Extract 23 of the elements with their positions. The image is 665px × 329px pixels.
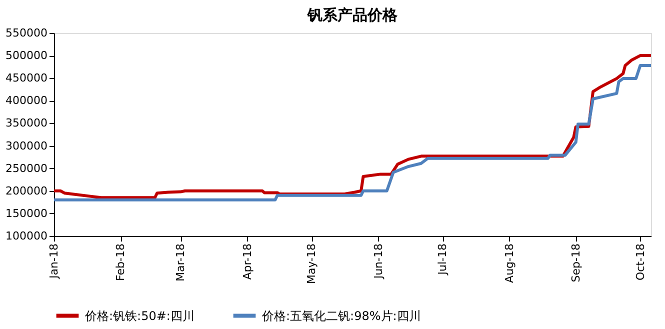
y-tick-label: 350000 [6,116,48,130]
y-tick-label: 100000 [6,230,48,242]
y-tick-label: 200000 [6,184,48,198]
y-tick-label: 450000 [6,72,48,85]
y-tick-label: 300000 [6,139,48,152]
x-tick-label: Feb-18 [114,244,128,281]
y-tick-label: 250000 [6,162,48,175]
x-tick-label: Jul-18 [436,244,450,276]
chart-title: 钒系产品价格 [306,6,398,24]
x-tick-label: May-18 [305,244,318,284]
x-tick-label: Sep-18 [569,244,582,282]
x-tick-label: Oct-18 [634,244,647,280]
x-tick-label: Jun-18 [372,244,385,280]
y-tick-label: 550000 [6,26,48,40]
y-tick-label: 500000 [6,49,48,62]
x-tick-label: Apr-18 [240,244,254,280]
y-tick-label: 150000 [6,206,48,220]
y-tick-label: 400000 [6,94,48,108]
x-tick-label: Mar-18 [174,244,188,282]
x-tick-label: Jan-18 [48,244,60,280]
legend-label: 价格:五氧化二钒:98%片:四川 [261,308,421,323]
x-tick-label: Aug-18 [502,244,516,283]
legend-label: 价格:钒铁:50#:四川 [84,308,194,323]
